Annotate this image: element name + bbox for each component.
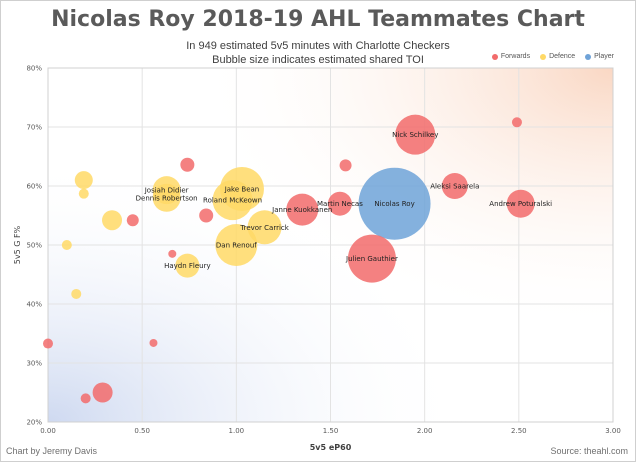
bubble-defence xyxy=(78,188,89,199)
x-axis-label: 5v5 eP60 xyxy=(310,443,352,452)
bubble-label-julien-gauthier: Julien Gauthier xyxy=(345,255,398,263)
bubble-martin-necas xyxy=(327,191,352,216)
chart-title: Nicolas Roy 2018-19 AHL Teammates Chart xyxy=(51,7,585,32)
y-tick-label: 40% xyxy=(26,301,42,309)
bubble-haydn-fleury xyxy=(175,253,200,278)
bubble-dennis-robertson xyxy=(152,183,181,212)
bubble-labels: Nicolas Roy Julien Gauthier Jake Bean Dan R… xyxy=(136,131,553,270)
bubble-forwards xyxy=(511,117,522,128)
legend-defence-dot xyxy=(540,53,547,60)
bubble-forwards xyxy=(168,249,177,258)
bubble-forwards xyxy=(199,208,214,223)
y-tick-label: 50% xyxy=(26,242,42,250)
chart-credit: Chart by Jeremy Davis xyxy=(6,446,98,456)
bubble-label-josiah-didier: Josiah Didier xyxy=(144,187,189,195)
bubble-defence xyxy=(74,171,93,190)
bubble-janne-kuokkanen xyxy=(286,193,319,226)
legend-forwards-dot xyxy=(491,53,498,60)
x-tick-label: 1.50 xyxy=(323,427,339,435)
bubble-label-aleksi-saarela: Aleksi Saarela xyxy=(430,183,479,191)
bubble-aleksi-saarela xyxy=(441,173,468,199)
y-tick-label: 60% xyxy=(26,183,42,191)
bubble-label-janne-kuokkanen: Janne Kuokkanen xyxy=(271,206,332,214)
legend-item-forwards: Forwards xyxy=(491,53,531,60)
bubble-forwards xyxy=(92,382,113,403)
x-tick-label: 2.00 xyxy=(417,427,433,435)
x-tick-label: 1.00 xyxy=(229,427,245,435)
bubble-defence xyxy=(71,288,82,299)
legend-item-player: Player xyxy=(585,53,614,60)
legend-defence-label: Defence xyxy=(549,53,576,60)
legend: Forwards Defence Player xyxy=(491,53,614,60)
legend-player-dot xyxy=(585,53,592,60)
x-tick-label: 0.00 xyxy=(40,427,56,435)
bubble-label-haydn-fleury: Haydn Fleury xyxy=(164,262,211,270)
bubble-forwards xyxy=(126,214,139,227)
bubble-julien-gauthier xyxy=(347,234,396,283)
plot-border xyxy=(47,67,614,423)
bubble-defence xyxy=(61,240,72,250)
bubble-forwards xyxy=(180,157,195,172)
y-tick-label: 30% xyxy=(26,360,42,368)
x-tick-label: 0.50 xyxy=(134,427,150,435)
x-tick-label: 3.00 xyxy=(605,427,621,435)
bubble-label-trevor-carrick: Trevor Carrick xyxy=(239,224,289,232)
bubble-trevor-carrick xyxy=(247,210,282,245)
bubble-dan-renouf xyxy=(215,224,258,266)
y-axis-label: 5v5 G F% xyxy=(13,225,22,264)
bubble-forwards xyxy=(339,159,352,172)
bubble-nicolas-roy xyxy=(358,167,431,240)
bubble-andrew-poturalski xyxy=(506,189,535,218)
bubbles xyxy=(43,114,535,404)
axis-ticks: 0.00 0.50 1.00 1.50 2.00 2.50 3.00 20% 30% 40% 50%… xyxy=(26,65,620,436)
bubble-forwards xyxy=(43,338,53,349)
legend-player-label: Player xyxy=(594,53,614,60)
bubble-label-nick-schilkey: Nick Schilkey xyxy=(392,131,438,139)
chart-subtitle-bubble-size: Bubble size indicates estimated shared T… xyxy=(212,54,424,66)
bubble-label-andrew-poturalski: Andrew Poturalski xyxy=(489,200,552,208)
x-tick-label: 2.50 xyxy=(511,427,527,435)
y-tick-label: 20% xyxy=(26,419,42,427)
bubble-label-dennis-robertson: Dennis Robertson xyxy=(136,194,198,202)
bubble-label-roland-mckeown: Roland McKeown xyxy=(203,197,262,205)
chart-subtitle-minutes: In 949 estimated 5v5 minutes with Charlo… xyxy=(186,40,450,52)
legend-forwards-label: Forwards xyxy=(500,53,531,60)
y-tick-label: 80% xyxy=(26,65,42,73)
bubble-label-martin-necas: Martin Necas xyxy=(317,200,363,208)
bubble-label-nicolas-roy: Nicolas Roy xyxy=(374,200,414,208)
bubble-label-dan-renouf: Dan Renouf xyxy=(216,242,257,250)
y-tick-label: 70% xyxy=(26,124,42,132)
bubble-label-jake-bean: Jake Bean xyxy=(224,185,260,193)
bubble-forwards xyxy=(149,338,158,347)
chart-source: Source: theahl.com xyxy=(550,446,628,456)
bubble-nick-schilkey xyxy=(395,114,436,155)
bubble-defence xyxy=(102,210,123,231)
legend-item-defence: Defence xyxy=(540,53,575,60)
bubble-forwards xyxy=(80,393,91,404)
bubble-roland-mckeown xyxy=(212,180,253,221)
